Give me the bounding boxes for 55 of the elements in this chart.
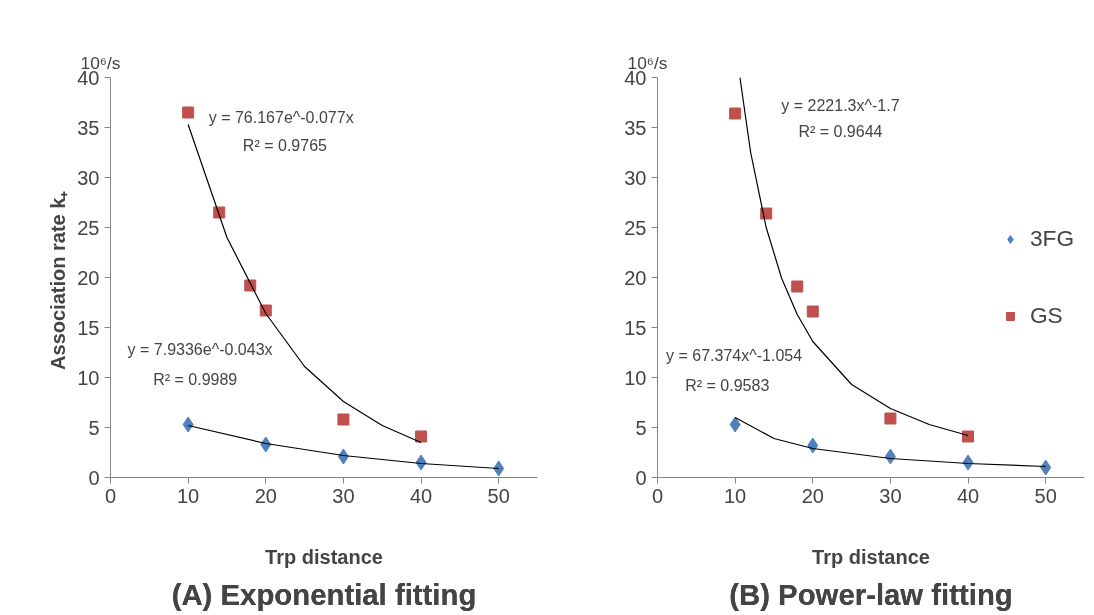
- point: [415, 430, 428, 443]
- annotation: y = 2221.3x^-1.7: [781, 97, 900, 114]
- x-tick-label: 0: [104, 484, 117, 507]
- legend-label: 3FG: [1029, 225, 1074, 252]
- point: [791, 280, 804, 293]
- y-tick-label: 15: [624, 316, 647, 339]
- y-tick-label: 25: [624, 216, 647, 239]
- point: [806, 305, 819, 318]
- y-tick-label: 35: [77, 116, 100, 139]
- y-tick-label: 20: [77, 266, 100, 289]
- annotation: R² = 0.9583: [685, 377, 770, 394]
- point: [337, 413, 350, 426]
- annotation: R² = 0.9989: [153, 371, 238, 388]
- point: [182, 416, 194, 433]
- x-tick-label: 40: [956, 484, 980, 507]
- point: [1040, 459, 1052, 476]
- x-tick-label: 40: [409, 484, 433, 507]
- x-axis-title: Trp distance: [265, 545, 383, 568]
- y-tick-label: 5: [88, 416, 100, 439]
- y-tick-label: 20: [624, 266, 647, 289]
- y-tick-label: 10: [624, 366, 647, 389]
- annotation: y = 76.167e^-0.077x: [208, 109, 354, 126]
- y-tick-label: 15: [77, 316, 100, 339]
- point: [729, 416, 741, 433]
- annotation: R² = 0.9765: [242, 137, 328, 154]
- x-tick-label: 50: [487, 484, 510, 507]
- point: [729, 107, 742, 120]
- x-tick-label: 30: [879, 484, 902, 507]
- text: (B) Power-law fitting: [729, 577, 1013, 611]
- x-tick-label: 10: [724, 484, 747, 507]
- point: [182, 106, 195, 119]
- y-tick-label: 10: [77, 366, 100, 389]
- y-tick-label: 0: [88, 466, 100, 489]
- text: (A) Exponential fitting: [171, 577, 477, 611]
- x-tick-label: 10: [177, 484, 200, 507]
- x-tick-label: 50: [1034, 484, 1057, 507]
- y-tick-label: 35: [624, 116, 647, 139]
- annotation: y = 7.9336e^-0.043x: [127, 341, 273, 358]
- point: [884, 412, 897, 425]
- y-tick-label: 5: [635, 416, 647, 439]
- y-tick-label: 25: [77, 216, 100, 239]
- y-tick-label: 0: [635, 466, 647, 489]
- x-tick-label: 20: [801, 484, 824, 507]
- x-axis-title: Trp distance: [812, 545, 930, 568]
- legend-label: GS: [1029, 302, 1063, 329]
- x-tick-label: 20: [254, 484, 277, 507]
- x-tick-label: 30: [332, 484, 355, 507]
- y-tick-label: 30: [77, 166, 100, 189]
- y-axis-title: Association rate k₊: [47, 190, 70, 370]
- annotation: y = 67.374x^-1.054: [666, 347, 803, 364]
- y-tick-label: 30: [624, 166, 647, 189]
- annotation: R² = 0.9644: [798, 123, 883, 140]
- x-tick-label: 0: [651, 484, 664, 507]
- point: [493, 460, 505, 477]
- point: [962, 430, 975, 443]
